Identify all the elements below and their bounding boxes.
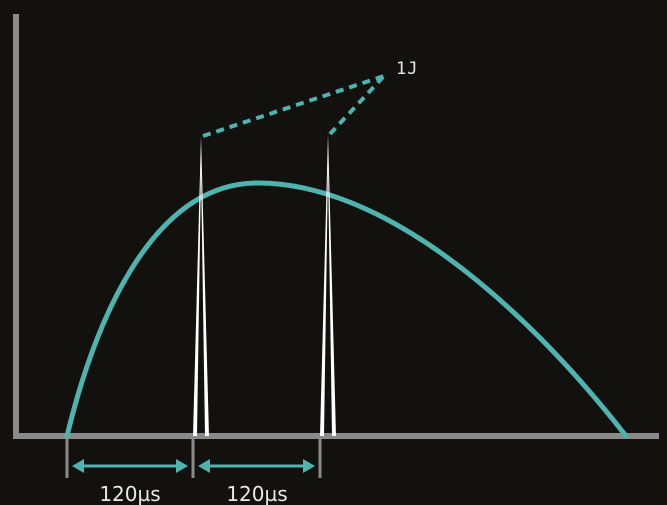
interval-label-1: 120µs (99, 482, 160, 505)
envelope-curve (64, 180, 629, 439)
energy-label: 1J (396, 59, 418, 79)
interval-arrow-2 (198, 459, 315, 473)
interval-arrow-1 (72, 459, 188, 473)
energy-leader-line-1 (202, 74, 385, 138)
interval-label-2: 120µs (226, 482, 287, 505)
pulse-spike-1 (193, 136, 209, 436)
energy-leader-line-2 (328, 74, 386, 136)
pulse-spike-2 (320, 134, 336, 436)
